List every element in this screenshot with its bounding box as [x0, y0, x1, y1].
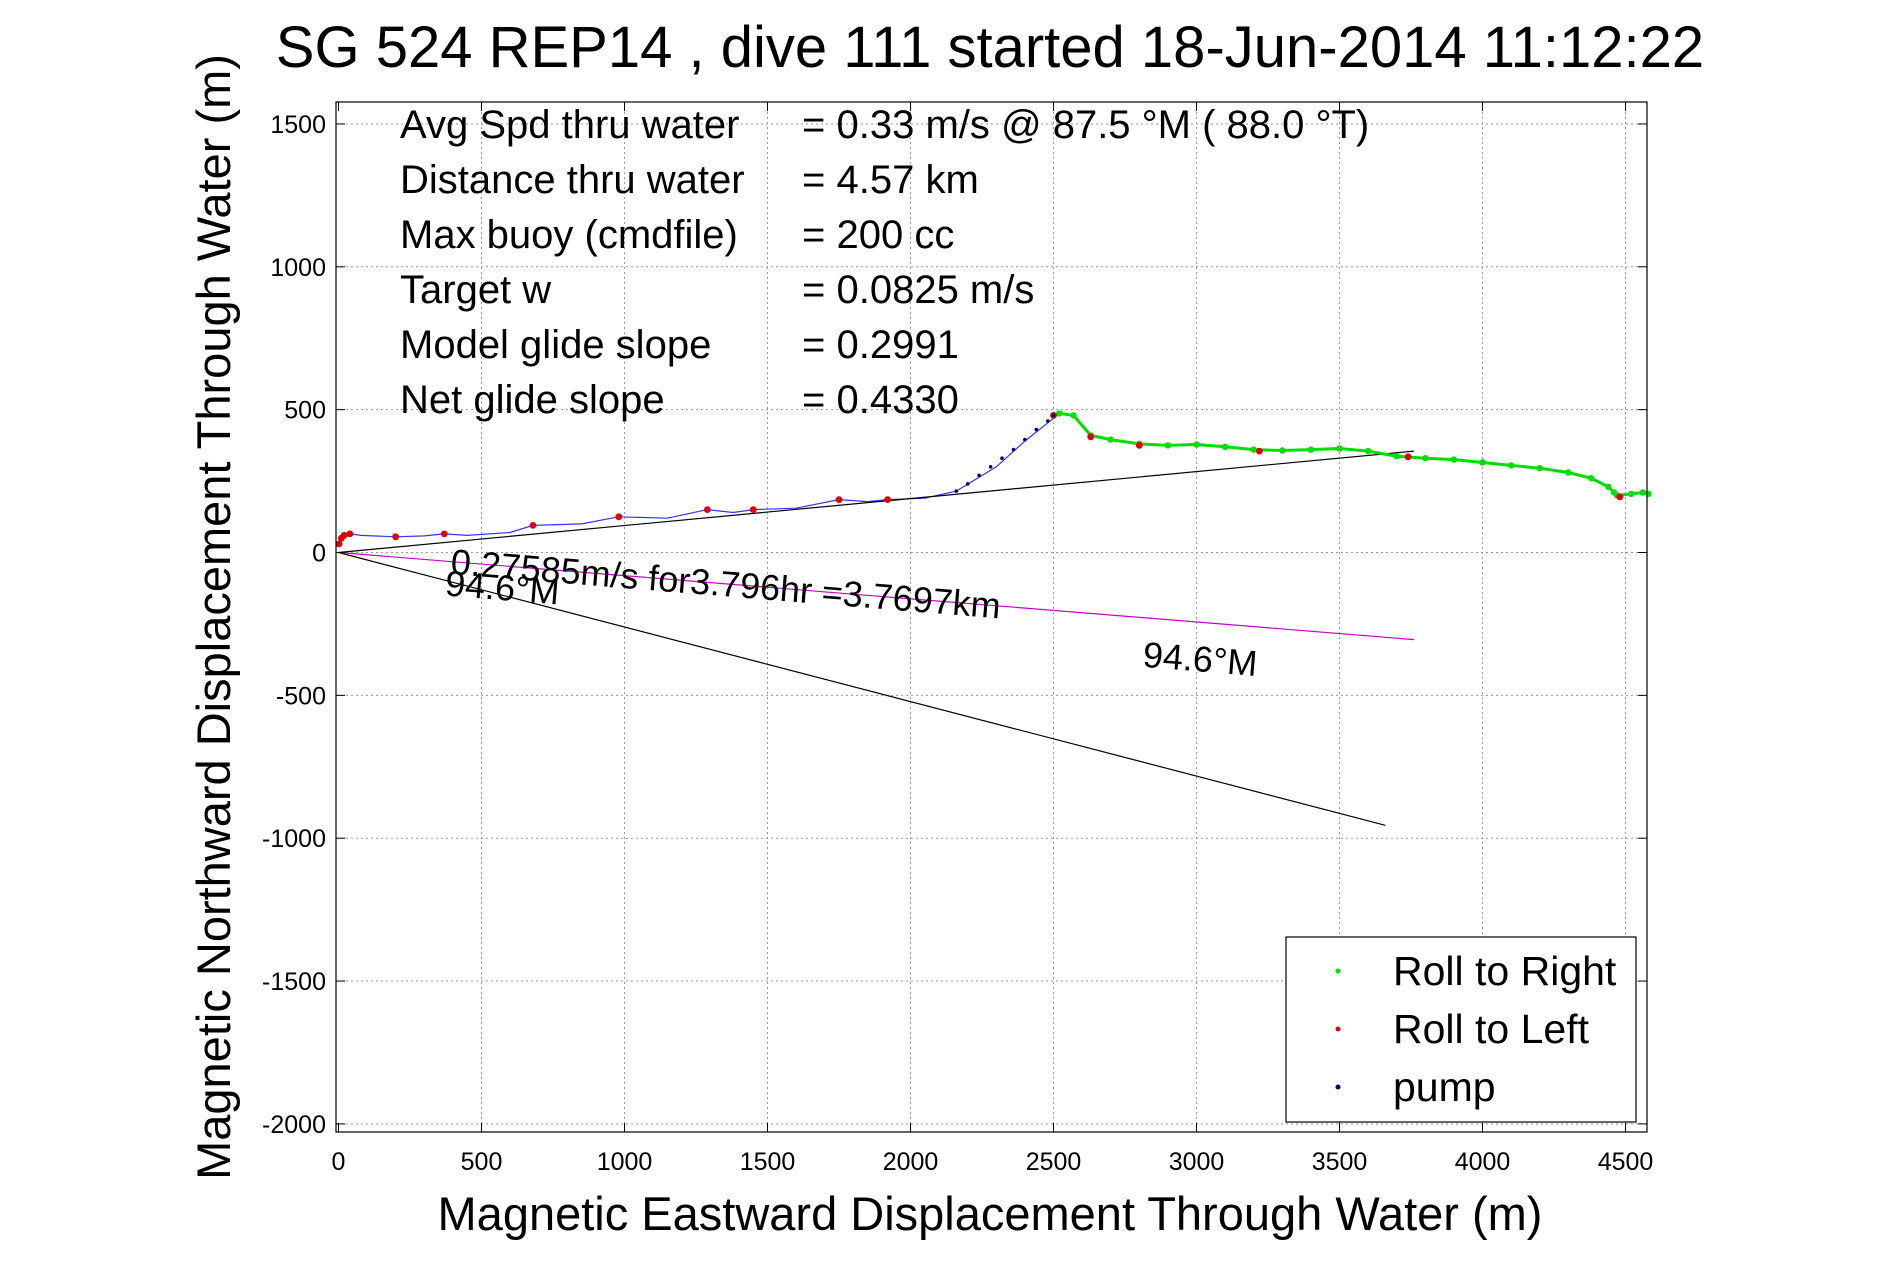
y-tick-label: 1500	[270, 111, 326, 139]
x-tick-label: 2500	[1026, 1148, 1082, 1176]
roll-to-left-point	[1256, 447, 1263, 455]
stat-value: = 4.57 km	[802, 158, 979, 202]
roll-to-left-point	[335, 540, 343, 548]
x-tick-label: 0	[332, 1148, 346, 1176]
stat-value: = 0.2991	[802, 323, 959, 367]
roll-to-left-point	[440, 530, 448, 538]
y-tick-label: -1500	[262, 968, 326, 996]
stat-value: = 0.4330	[802, 378, 959, 422]
y-tick-label: 0	[312, 540, 326, 568]
annotations: 0.27585m/s for3.796hr =3.7697km94.6°M94.…	[444, 541, 1259, 684]
stat-value: = 0.0825 m/s	[802, 268, 1034, 312]
pump-point	[1011, 447, 1016, 452]
chart-title: SG 524 REP14 , dive 111 started 18-Jun-2…	[276, 15, 1704, 80]
x-axis-label: Magnetic Eastward Displacement Through W…	[438, 1187, 1543, 1240]
roll-to-left-point	[884, 496, 891, 503]
stat-label: Avg Spd thru water	[400, 103, 739, 147]
stats-block: Avg Spd thru water = 0.33 m/s @ 87.5 °M (…	[400, 103, 1369, 422]
x-tick-label: 1000	[597, 1148, 653, 1176]
roll-to-left-point	[1404, 453, 1412, 461]
x-tick-label: 3500	[1312, 1148, 1368, 1176]
roll-to-left-point	[1616, 493, 1624, 501]
legend-marker	[1335, 1026, 1341, 1032]
x-axis-ticks: 0 500 1000 1500 2000 2500 3000 3500 4000 4500	[332, 102, 1654, 1176]
grid	[336, 102, 1647, 1132]
stat-label: Distance thru water	[400, 158, 745, 202]
legend-marker	[1335, 1084, 1341, 1090]
pump-point	[1051, 413, 1056, 418]
stat-label: Target w	[400, 268, 551, 312]
y-axis-label: Magnetic Northward Displacement Through …	[187, 54, 240, 1180]
roll-to-left-point	[529, 522, 537, 529]
legend-label: pump	[1393, 1064, 1496, 1110]
roll-to-left-point	[1135, 442, 1143, 449]
roll-to-left-point	[1087, 433, 1095, 441]
series-line-6	[338, 551, 1414, 641]
roll-to-right-trace	[1058, 411, 1649, 497]
y-tick-label: 500	[284, 397, 326, 425]
x-tick-label: 2000	[883, 1148, 939, 1176]
roll-to-left-point	[615, 513, 623, 521]
annotation-text: 94.6°M	[444, 562, 561, 612]
stat-value: = 200 cc	[802, 213, 954, 257]
roll-to-left-point	[704, 506, 711, 513]
legend: Roll to Right Roll to Left pump	[1285, 936, 1637, 1123]
stat-label: Max buoy (cmdfile)	[400, 213, 738, 257]
x-tick-label: 4000	[1455, 1148, 1511, 1176]
legend-box	[1285, 936, 1637, 1123]
pump-point	[1034, 427, 1039, 432]
plot-frame	[335, 101, 1648, 1133]
x-tick-label: 3000	[1169, 1148, 1225, 1176]
annotation-text: 94.6°M	[1142, 634, 1259, 684]
stat-label: Net glide slope	[400, 378, 665, 422]
legend-label: Roll to Left	[1393, 1006, 1590, 1052]
pump-point	[965, 482, 970, 486]
pump-point	[988, 465, 993, 469]
series-line-3	[337, 412, 1060, 547]
legend-marker	[1335, 968, 1341, 974]
legend-items: Roll to Right Roll to Left pump	[1335, 948, 1617, 1110]
pump-point	[1000, 456, 1004, 461]
y-tick-label: -500	[276, 682, 326, 710]
x-tick-label: 1500	[740, 1148, 796, 1176]
roll-to-left-point	[340, 532, 348, 539]
y-axis-ticks: 1500 1000 500 0 -500 -1000 -1500 -2000	[262, 111, 1647, 1139]
x-tick-label: 500	[461, 1148, 503, 1176]
y-tick-label: -2000	[262, 1111, 326, 1139]
roll-to-left-point	[835, 496, 843, 503]
series-line-5	[338, 551, 1386, 826]
pump-point	[1046, 419, 1050, 423]
y-tick-label: 1000	[270, 254, 326, 282]
roll-to-left-point	[749, 506, 757, 513]
legend-label: Roll to Right	[1393, 948, 1617, 994]
pump-point	[1023, 437, 1027, 442]
series-line-4	[338, 450, 1414, 554]
stat-value: = 0.33 m/s @ 87.5 °M ( 88.0 °T)	[802, 103, 1369, 147]
plot-series	[335, 410, 1652, 826]
pump-point	[977, 473, 981, 478]
y-tick-label: -1000	[262, 825, 326, 853]
roll-to-left-point	[392, 533, 400, 541]
pump-point	[954, 489, 959, 493]
stat-label: Model glide slope	[400, 323, 711, 367]
roll-to-left-point	[346, 530, 354, 538]
x-tick-label: 4500	[1598, 1148, 1654, 1176]
